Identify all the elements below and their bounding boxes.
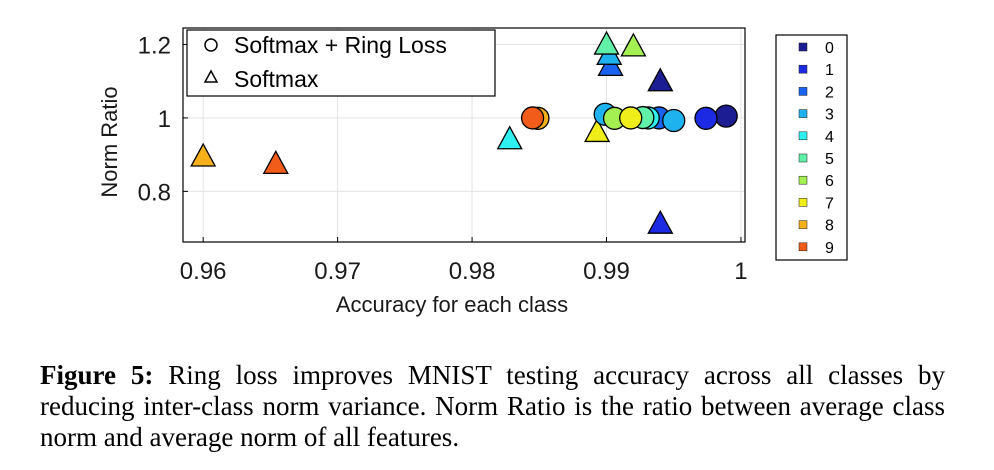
class-swatch-6 bbox=[798, 175, 808, 185]
x-axis-label: Accuracy for each class bbox=[336, 292, 568, 317]
y-tick-label: 0.8 bbox=[138, 179, 171, 206]
data-points bbox=[190, 30, 738, 234]
class-label-7: 7 bbox=[825, 195, 834, 212]
point-ring-loss-class-0 bbox=[714, 104, 738, 128]
axis-ticks: 0.96 0.97 0.98 0.99 1 0.8 1 1.2 bbox=[138, 33, 748, 285]
class-swatch-2 bbox=[798, 87, 808, 96]
plot-frame bbox=[182, 27, 746, 243]
class-color-legend: 0 1 2 3 4 5 6 7 8 9 bbox=[775, 34, 848, 261]
y-tick-label: 1.2 bbox=[138, 33, 171, 60]
triangle-marker-icon bbox=[203, 69, 219, 83]
class-label-5: 5 bbox=[825, 151, 834, 168]
class-label-4: 4 bbox=[825, 129, 834, 146]
figure-label: Figure 5: bbox=[40, 360, 154, 390]
figure-caption: Figure 5: Ring loss improves MNIST testi… bbox=[40, 360, 945, 453]
point-ring-loss-class-1 bbox=[694, 106, 718, 130]
point-softmax-class-9 bbox=[262, 149, 289, 174]
class-swatch-4 bbox=[798, 131, 808, 141]
legend-entry-softmax: Softmax bbox=[234, 66, 319, 92]
point-softmax-class-5 bbox=[593, 30, 620, 55]
point-softmax-class-1 bbox=[647, 209, 674, 234]
x-tick-label: 1 bbox=[734, 258, 747, 285]
class-swatch-7 bbox=[798, 198, 808, 207]
class-label-1: 1 bbox=[825, 62, 834, 79]
class-swatch-1 bbox=[798, 64, 808, 74]
class-label-0: 0 bbox=[825, 40, 834, 57]
marker-legend: Softmax + Ring Loss Softmax bbox=[186, 29, 496, 97]
marker-legend-box bbox=[186, 29, 496, 97]
point-softmax-class-6 bbox=[620, 32, 647, 57]
y-tick-label: 1 bbox=[158, 106, 171, 133]
y-axis-label: Norm Ratio bbox=[97, 86, 122, 197]
class-swatch-8 bbox=[798, 220, 808, 229]
point-softmax-class-8 bbox=[190, 142, 217, 167]
point-softmax-class-4 bbox=[496, 125, 523, 150]
class-label-8: 8 bbox=[825, 218, 834, 235]
point-ring-loss-class-9 bbox=[520, 106, 545, 130]
circle-marker-icon bbox=[204, 38, 218, 52]
point-ring-loss-class-3 bbox=[662, 108, 686, 133]
class-label-9: 9 bbox=[825, 240, 834, 257]
point-softmax-class-7 bbox=[584, 118, 611, 143]
class-label-2: 2 bbox=[825, 84, 834, 101]
point-ring-loss-class-7 bbox=[619, 106, 643, 130]
x-tick-label: 0.97 bbox=[314, 258, 361, 285]
class-swatch-5 bbox=[798, 153, 808, 163]
x-tick-label: 0.99 bbox=[583, 258, 630, 285]
legend-entry-ring-loss: Softmax + Ring Loss bbox=[234, 32, 447, 58]
class-swatch-0 bbox=[798, 42, 808, 52]
class-label-6: 6 bbox=[825, 173, 834, 190]
x-tick-label: 0.98 bbox=[449, 258, 496, 285]
scatter-chart: 0.96 0.97 0.98 0.99 1 0.8 1 1.2 Accuracy for ea… bbox=[97, 27, 848, 317]
caption-text: Ring loss improves MNIST testing accurac… bbox=[40, 360, 945, 452]
class-swatch-9 bbox=[798, 242, 808, 252]
class-label-3: 3 bbox=[825, 107, 834, 124]
x-tick-label: 0.96 bbox=[180, 258, 227, 285]
class-swatch-3 bbox=[798, 109, 808, 118]
point-softmax-class-0 bbox=[647, 67, 674, 92]
class-legend-box bbox=[775, 34, 848, 261]
